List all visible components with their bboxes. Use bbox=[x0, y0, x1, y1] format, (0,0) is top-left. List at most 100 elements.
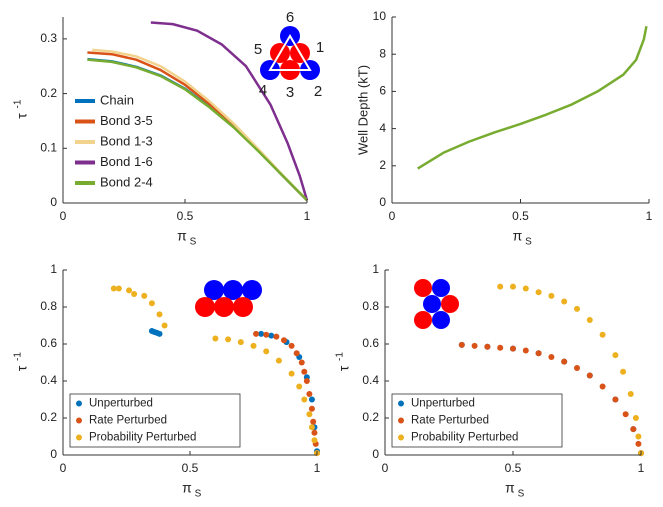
x-label-sub: S bbox=[525, 237, 532, 248]
panel: 0 0.5 1 0 0.2 0.4 0.6 0.8 1 π Sτ -1 Unperturbed Rate … bbox=[13, 262, 321, 499]
point bbox=[303, 378, 310, 384]
point bbox=[599, 331, 606, 338]
point bbox=[126, 287, 133, 294]
point bbox=[622, 411, 629, 418]
point bbox=[311, 437, 318, 444]
line bbox=[417, 26, 648, 170]
point bbox=[275, 357, 282, 364]
point bbox=[510, 345, 516, 352]
inset-cluster bbox=[414, 279, 459, 329]
panel: 0 0.5 1 0 0.1 0.2 0.3 π Sτ -1 6 5 1 4 3 2 Chain Bond 3-5 B… bbox=[13, 9, 325, 248]
x-tick-label: 0.5 bbox=[512, 209, 529, 223]
point bbox=[561, 298, 568, 305]
point bbox=[156, 311, 163, 318]
point bbox=[561, 358, 568, 365]
point bbox=[484, 343, 491, 350]
point bbox=[148, 300, 155, 307]
point bbox=[253, 330, 260, 337]
point bbox=[612, 352, 619, 359]
y-label: τ bbox=[336, 365, 352, 371]
point bbox=[250, 342, 257, 349]
point bbox=[497, 283, 504, 290]
x-label: π bbox=[177, 228, 187, 244]
y-label: Well Depth (kT) bbox=[355, 65, 370, 155]
legend-box bbox=[391, 393, 563, 448]
point bbox=[310, 418, 317, 425]
y-tick-label: 0.2 bbox=[40, 86, 57, 100]
x-tick-label: 0 bbox=[382, 461, 389, 475]
point bbox=[612, 396, 619, 403]
point bbox=[635, 440, 642, 447]
point bbox=[301, 396, 308, 403]
y-tick-label: 0.3 bbox=[40, 31, 57, 45]
x-label-sub: S bbox=[195, 489, 202, 500]
point bbox=[293, 350, 300, 357]
point bbox=[548, 292, 555, 299]
legend-label: Unperturbed bbox=[89, 398, 153, 410]
point bbox=[268, 332, 275, 339]
y-tick-label: 0 bbox=[50, 195, 57, 209]
point bbox=[635, 433, 642, 440]
panel: 0 0.5 1 0 0.2 0.4 0.6 0.8 1 π Sτ -1 Unperturbed Rate … bbox=[335, 262, 645, 499]
line bbox=[87, 58, 308, 202]
point bbox=[288, 370, 295, 377]
point bbox=[306, 411, 313, 418]
point bbox=[510, 283, 516, 290]
y-label-sup: -1 bbox=[13, 352, 24, 361]
point bbox=[308, 424, 315, 431]
y-tick-label: 0.2 bbox=[362, 410, 379, 424]
point bbox=[497, 344, 504, 351]
y-tick-label: 0.2 bbox=[40, 410, 57, 424]
legend-label: Rate Perturbed bbox=[411, 415, 489, 427]
legend-marker bbox=[76, 434, 82, 441]
point bbox=[263, 331, 270, 338]
legend-label: Rate Perturbed bbox=[89, 415, 167, 427]
point bbox=[263, 348, 270, 355]
x-tick-label: 1 bbox=[314, 461, 321, 475]
x-label: π bbox=[182, 480, 192, 496]
x-label-sub: S bbox=[518, 489, 525, 500]
point bbox=[161, 322, 168, 329]
y-tick-label: 0.1 bbox=[40, 140, 57, 154]
point bbox=[301, 368, 308, 375]
point bbox=[522, 285, 529, 292]
y-tick-label: 0.6 bbox=[40, 336, 57, 350]
legend-label: Bond 3-5 bbox=[100, 113, 153, 128]
inset-label: 3 bbox=[286, 84, 294, 101]
x-tick-label: 0 bbox=[389, 209, 396, 223]
inset-label: 5 bbox=[254, 41, 262, 58]
x-tick-label: 0 bbox=[60, 209, 67, 223]
y-tick-label: 0 bbox=[372, 447, 379, 461]
x-label: π bbox=[513, 228, 523, 244]
inset-grid bbox=[195, 280, 262, 317]
point bbox=[632, 415, 639, 421]
y-tick-label: 0.4 bbox=[362, 373, 379, 387]
point bbox=[311, 429, 318, 436]
y-label: τ bbox=[14, 113, 30, 119]
point bbox=[522, 347, 529, 354]
point bbox=[471, 342, 478, 349]
point bbox=[308, 396, 315, 403]
point bbox=[574, 305, 580, 312]
inset-triangle bbox=[260, 26, 320, 80]
y-tick-label: 0 bbox=[379, 195, 386, 209]
y-tick-label: 1 bbox=[50, 262, 57, 276]
point bbox=[298, 359, 305, 366]
point bbox=[627, 390, 634, 397]
point bbox=[574, 365, 580, 372]
legend-marker bbox=[398, 400, 404, 407]
legend-label: Probability Perturbed bbox=[89, 432, 196, 444]
y-tick-label: 8 bbox=[379, 46, 386, 60]
legend-label: Bond 2-4 bbox=[100, 174, 153, 189]
legend-marker bbox=[398, 434, 404, 441]
x-tick-label: 1 bbox=[638, 461, 645, 475]
point bbox=[535, 350, 542, 357]
point bbox=[458, 341, 465, 348]
y-tick-label: 6 bbox=[379, 84, 386, 98]
point bbox=[586, 372, 593, 379]
y-label-sup: -1 bbox=[13, 99, 24, 108]
y-tick-label: 0.8 bbox=[40, 299, 57, 313]
point bbox=[280, 337, 287, 344]
